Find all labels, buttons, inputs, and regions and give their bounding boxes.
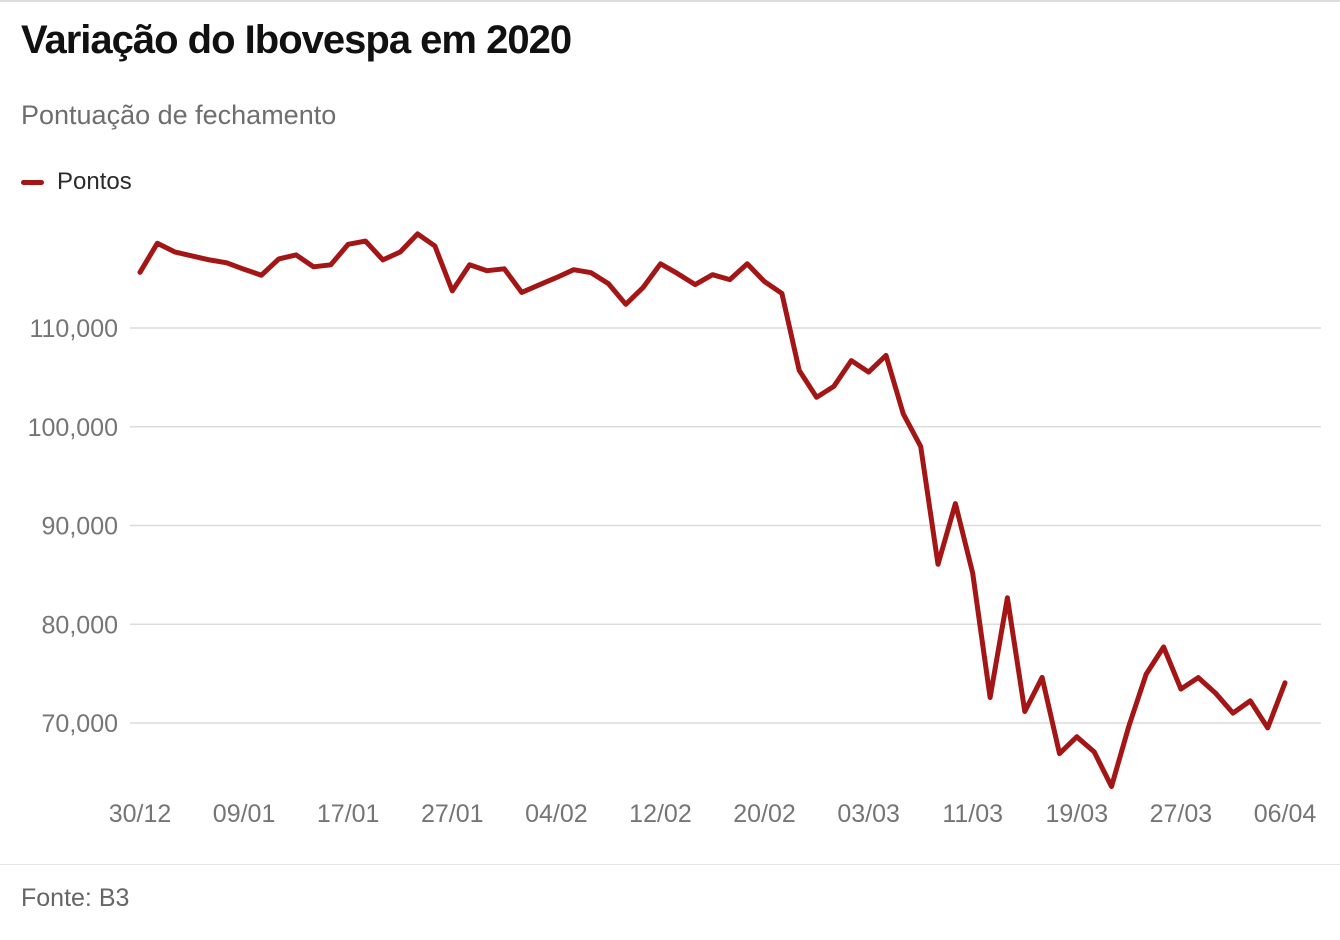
y-tick-label: 100,000 <box>28 414 118 442</box>
x-tick-label: 03/03 <box>837 800 900 828</box>
line-chart: 70,000 80,000 90,000 100,000 110,000 30/12 09… <box>28 231 1321 828</box>
legend-line-swatch <box>21 179 44 185</box>
series-line-pontos <box>137 231 1288 789</box>
y-tick-label: 90,000 <box>42 513 118 541</box>
legend-label: Pontos <box>57 168 132 195</box>
x-tick-label: 04/02 <box>525 800 588 828</box>
x-tick-label: 27/03 <box>1150 800 1213 828</box>
x-axis-labels: 30/12 09/01 17/01 27/01 04/02 12/02 20/02 03/03… <box>109 800 1317 828</box>
chart-subtitle: Pontuação de fechamento <box>21 100 337 130</box>
x-tick-label: 20/02 <box>733 800 796 828</box>
x-tick-label: 27/01 <box>421 800 484 828</box>
gridlines <box>130 327 1321 724</box>
x-tick-label: 06/04 <box>1254 800 1317 828</box>
x-tick-label: 19/03 <box>1046 800 1109 828</box>
page-title: Variação do Ibovespa em 2020 <box>21 18 572 62</box>
legend: Pontos <box>21 168 132 196</box>
footer-divider <box>0 864 1340 865</box>
x-tick-label: 30/12 <box>109 800 172 828</box>
x-tick-label: 11/03 <box>942 800 1003 828</box>
x-tick-label: 09/01 <box>213 800 276 828</box>
source-label: Fonte: B3 <box>21 884 130 912</box>
y-axis-labels: 70,000 80,000 90,000 100,000 110,000 <box>28 315 118 738</box>
x-tick-label: 17/01 <box>317 800 380 828</box>
y-tick-label: 80,000 <box>42 611 118 639</box>
x-tick-label: 12/02 <box>629 800 692 828</box>
y-tick-label: 70,000 <box>42 710 118 738</box>
y-tick-label: 110,000 <box>29 315 118 343</box>
